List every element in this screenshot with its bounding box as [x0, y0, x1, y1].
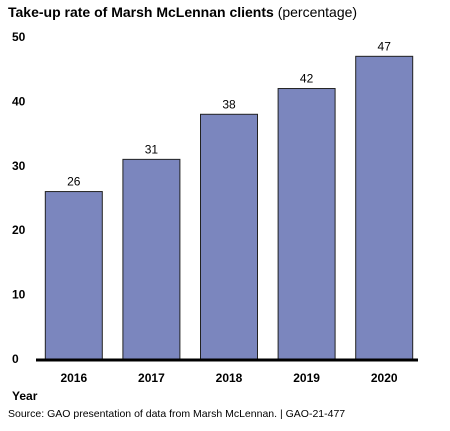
y-axis-ticks: 0 10 20 30 40 50: [12, 30, 26, 366]
bar-2016: [44, 191, 103, 360]
bar-2019: [277, 88, 336, 360]
y-tick-label: 10: [12, 288, 26, 302]
data-label-2017: 31: [145, 142, 159, 156]
y-tick-label: 20: [12, 223, 26, 237]
bars: [44, 55, 414, 360]
data-label-2018: 38: [222, 97, 236, 111]
y-tick-label: 30: [12, 159, 26, 173]
bar-2020: [355, 55, 414, 360]
x-axis-ticks: 2016 2017 2018 2019 2020: [60, 371, 397, 385]
source-note: Source: GAO presentation of data from Ma…: [8, 408, 346, 420]
data-label-2016: 26: [67, 175, 81, 189]
chart-subtitle: (percentage): [277, 4, 358, 20]
y-tick-label: 50: [12, 30, 26, 44]
chart-title-main: Take-up rate of Marsh McLennan clients: [8, 4, 274, 20]
x-tick-label-2017: 2017: [138, 371, 165, 385]
x-tick-label-2020: 2020: [371, 371, 398, 385]
data-labels: 26 31 38 42 47: [67, 39, 391, 188]
x-axis-label: Year: [12, 389, 38, 400]
data-label-2020: 47: [378, 39, 392, 53]
y-tick-label: 0: [12, 352, 19, 366]
x-tick-label-2019: 2019: [293, 371, 320, 385]
x-tick-label-2016: 2016: [60, 371, 87, 385]
chart-title: Take-up rate of Marsh McLennan clients (…: [8, 4, 357, 20]
bar-2018: [200, 113, 258, 360]
x-tick-label-2018: 2018: [216, 371, 243, 385]
bar-2017: [122, 158, 181, 360]
data-label-2019: 42: [300, 72, 314, 86]
y-tick-label: 40: [12, 94, 26, 108]
